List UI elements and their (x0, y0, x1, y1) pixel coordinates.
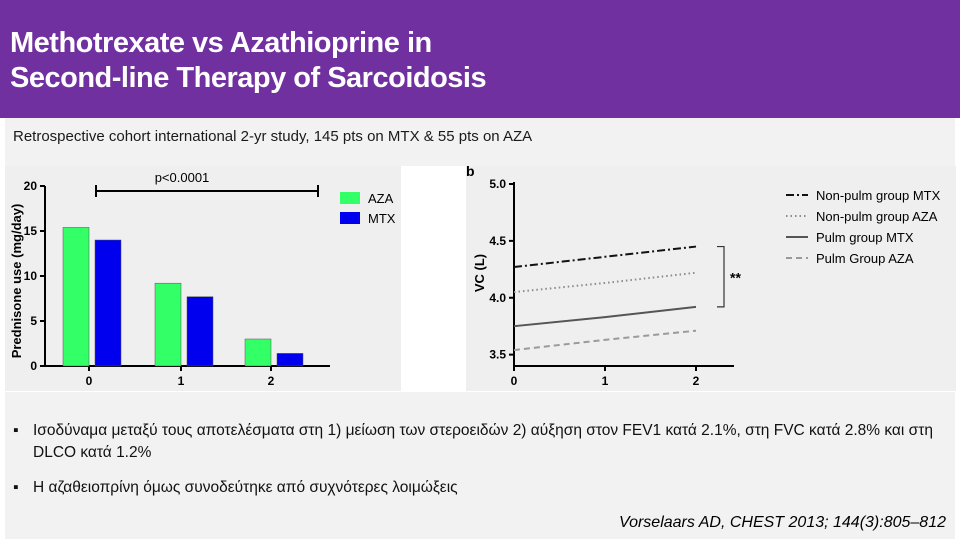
line-y-tick-label: 5.0 (489, 177, 506, 191)
bar-x-tick-label: 2 (268, 374, 275, 388)
bar-x-tick-label: 1 (178, 374, 185, 388)
subtitle-bar (5, 118, 955, 166)
line-series (513, 245, 697, 269)
bar-y-tick-label: 20 (24, 179, 38, 193)
bullet-1-marker: ▪ (13, 422, 19, 439)
line-y-axis-label: VC (L) (472, 254, 487, 292)
bar-x-tick-label: 0 (86, 374, 93, 388)
bar-aza (154, 282, 182, 367)
line-y-tick-label: 4.0 (489, 291, 506, 305)
bar-y-tick-label: 15 (24, 224, 38, 238)
line-series (513, 329, 697, 352)
bar-legend-label-aza: AZA (368, 191, 394, 206)
bar-mtx (186, 296, 214, 367)
bar-pvalue-annotation: p<0.0001 (155, 170, 210, 185)
bullet-1-text: Ισοδύναμα μεταξύ τους αποτελέσματα στη 1… (33, 422, 933, 461)
line-y-tick-label: 3.5 (489, 348, 506, 362)
title-line-1: Methotrexate vs Azathioprine in (10, 27, 432, 59)
slide-subtitle: Retrospective cohort international 2-yr … (13, 128, 533, 145)
line-legend-label: Pulm group MTX (816, 230, 914, 245)
line-significance-annotation: ** (730, 269, 741, 285)
title-line-2: Second-line Therapy of Sarcoidosis (10, 62, 487, 94)
line-x-tick-label: 2 (693, 374, 700, 388)
line-y-tick-label: 4.5 (489, 234, 506, 248)
line-series (513, 305, 697, 328)
line-legend-label: Non-pulm group AZA (816, 209, 938, 224)
bullet-panel (5, 392, 955, 539)
bullet-2-marker: ▪ (13, 479, 19, 496)
bar-y-tick-label: 0 (30, 359, 37, 373)
bar-aza (244, 338, 272, 367)
line-legend-label: Pulm Group AZA (816, 251, 914, 266)
line-chart-panel (466, 166, 956, 391)
line-series (513, 271, 697, 294)
line-significance-bracket (717, 245, 725, 308)
title-bar (0, 0, 960, 118)
bar-y-tick-label: 5 (30, 314, 37, 328)
bar-legend-swatch-mtx (340, 212, 360, 224)
bullet-1: ▪ Ισοδύναμα μεταξύ τους αποτελέσματα στη… (13, 420, 948, 464)
bar-mtx (276, 353, 304, 367)
bar-aza (62, 227, 90, 367)
bullet-2: ▪ Η αζαθειοπρίνη όμως συνοδεύτηκε από συ… (13, 477, 948, 499)
bullet-2-text: Η αζαθειοπρίνη όμως συνοδεύτηκε από συχν… (33, 479, 458, 496)
line-legend-label: Non-pulm group MTX (816, 188, 941, 203)
bar-legend-swatch-aza (340, 192, 360, 204)
bar-y-tick-label: 10 (24, 269, 38, 283)
line-x-tick-label: 0 (511, 374, 518, 388)
bar-y-axis-label: Prednisone use (mg/day) (9, 204, 24, 359)
line-panel-label: b (466, 163, 475, 179)
citation: Vorselaars AD, CHEST 2013; 144(3):805–81… (619, 514, 946, 531)
bar-legend-label-mtx: MTX (368, 211, 396, 226)
slide-title: Methotrexate vs Azathioprine in Second-l… (10, 26, 487, 96)
bar-mtx (94, 239, 122, 367)
line-x-tick-label: 1 (602, 374, 609, 388)
